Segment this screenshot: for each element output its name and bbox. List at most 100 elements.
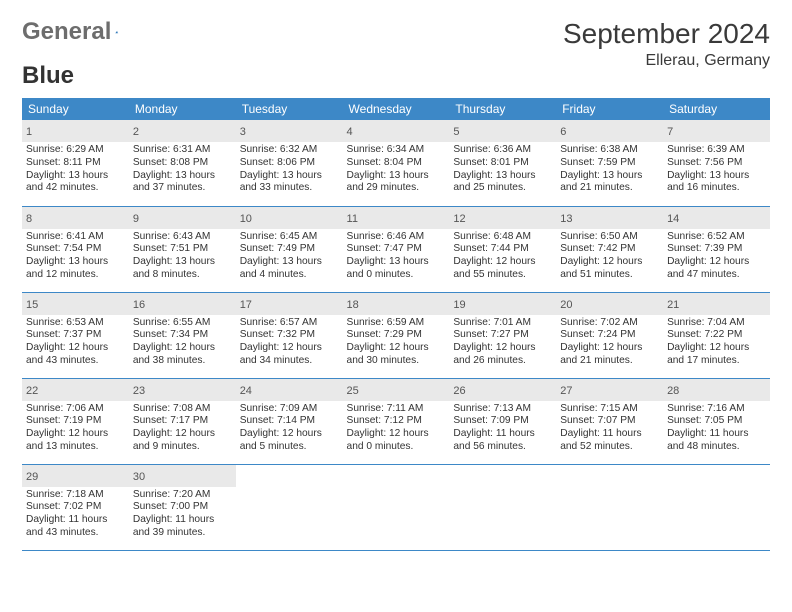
- calendar-day-cell: [449, 464, 556, 550]
- day-number: 26: [453, 385, 465, 397]
- day-number: 16: [133, 299, 145, 311]
- weekday-header-row: Sunday Monday Tuesday Wednesday Thursday…: [22, 98, 770, 120]
- calendar-day-cell: [663, 464, 770, 550]
- calendar-day-cell: 23Sunrise: 7:08 AMSunset: 7:17 PMDayligh…: [129, 378, 236, 464]
- day-number: 10: [240, 213, 252, 225]
- sunrise-line: Sunrise: 7:02 AM: [560, 317, 659, 330]
- calendar-week-row: 22Sunrise: 7:06 AMSunset: 7:19 PMDayligh…: [22, 378, 770, 464]
- calendar-day-cell: 5Sunrise: 6:36 AMSunset: 8:01 PMDaylight…: [449, 120, 556, 206]
- daylight-line-1: Daylight: 11 hours: [26, 514, 125, 527]
- daylight-line-2: and 16 minutes.: [667, 182, 766, 195]
- daylight-line-1: Daylight: 13 hours: [347, 256, 446, 269]
- daylight-line-2: and 42 minutes.: [26, 182, 125, 195]
- daylight-line-1: Daylight: 13 hours: [347, 170, 446, 183]
- calendar-day-cell: 12Sunrise: 6:48 AMSunset: 7:44 PMDayligh…: [449, 206, 556, 292]
- daylight-line-1: Daylight: 11 hours: [133, 514, 232, 527]
- calendar-day-cell: 29Sunrise: 7:18 AMSunset: 7:02 PMDayligh…: [22, 464, 129, 550]
- daylight-line-2: and 0 minutes.: [347, 269, 446, 282]
- daylight-line-2: and 56 minutes.: [453, 441, 552, 454]
- calendar-day-cell: 7Sunrise: 6:39 AMSunset: 7:56 PMDaylight…: [663, 120, 770, 206]
- calendar-day-cell: 10Sunrise: 6:45 AMSunset: 7:49 PMDayligh…: [236, 206, 343, 292]
- weekday-head: Saturday: [663, 98, 770, 120]
- sunset-line: Sunset: 7:07 PM: [560, 415, 659, 428]
- calendar-day-cell: 19Sunrise: 7:01 AMSunset: 7:27 PMDayligh…: [449, 292, 556, 378]
- day-number: 2: [133, 126, 139, 138]
- sunset-line: Sunset: 7:44 PM: [453, 243, 552, 256]
- daylight-line-1: Daylight: 12 hours: [560, 342, 659, 355]
- calendar-day-cell: [236, 464, 343, 550]
- sunset-line: Sunset: 8:06 PM: [240, 157, 339, 170]
- daylight-line-1: Daylight: 13 hours: [453, 170, 552, 183]
- sunset-line: Sunset: 7:27 PM: [453, 329, 552, 342]
- day-number: 4: [347, 126, 353, 138]
- day-number: 28: [667, 385, 679, 397]
- daylight-line-2: and 34 minutes.: [240, 355, 339, 368]
- sunrise-line: Sunrise: 6:57 AM: [240, 317, 339, 330]
- sunrise-line: Sunrise: 6:39 AM: [667, 144, 766, 157]
- sunset-line: Sunset: 7:17 PM: [133, 415, 232, 428]
- calendar-table: Sunday Monday Tuesday Wednesday Thursday…: [22, 98, 770, 551]
- daylight-line-2: and 51 minutes.: [560, 269, 659, 282]
- sunset-line: Sunset: 8:08 PM: [133, 157, 232, 170]
- sunrise-line: Sunrise: 6:52 AM: [667, 231, 766, 244]
- daylight-line-2: and 17 minutes.: [667, 355, 766, 368]
- daylight-line-1: Daylight: 12 hours: [133, 428, 232, 441]
- sunrise-line: Sunrise: 6:36 AM: [453, 144, 552, 157]
- sunrise-line: Sunrise: 6:48 AM: [453, 231, 552, 244]
- sunrise-line: Sunrise: 7:11 AM: [347, 403, 446, 416]
- sunset-line: Sunset: 7:29 PM: [347, 329, 446, 342]
- calendar-day-cell: 3Sunrise: 6:32 AMSunset: 8:06 PMDaylight…: [236, 120, 343, 206]
- calendar-day-cell: 9Sunrise: 6:43 AMSunset: 7:51 PMDaylight…: [129, 206, 236, 292]
- day-number: 20: [560, 299, 572, 311]
- sunset-line: Sunset: 8:01 PM: [453, 157, 552, 170]
- daylight-line-2: and 52 minutes.: [560, 441, 659, 454]
- sunset-line: Sunset: 7:54 PM: [26, 243, 125, 256]
- daylight-line-2: and 55 minutes.: [453, 269, 552, 282]
- daylight-line-1: Daylight: 12 hours: [133, 342, 232, 355]
- calendar-day-cell: 17Sunrise: 6:57 AMSunset: 7:32 PMDayligh…: [236, 292, 343, 378]
- day-number: 15: [26, 299, 38, 311]
- sunset-line: Sunset: 7:56 PM: [667, 157, 766, 170]
- day-number: 6: [560, 126, 566, 138]
- daylight-line-2: and 26 minutes.: [453, 355, 552, 368]
- sunrise-line: Sunrise: 6:31 AM: [133, 144, 232, 157]
- calendar-day-cell: 2Sunrise: 6:31 AMSunset: 8:08 PMDaylight…: [129, 120, 236, 206]
- calendar-day-cell: 26Sunrise: 7:13 AMSunset: 7:09 PMDayligh…: [449, 378, 556, 464]
- day-number: 27: [560, 385, 572, 397]
- brand-part1: General: [22, 18, 111, 46]
- sunset-line: Sunset: 7:39 PM: [667, 243, 766, 256]
- sunset-line: Sunset: 7:47 PM: [347, 243, 446, 256]
- sunset-line: Sunset: 7:59 PM: [560, 157, 659, 170]
- daylight-line-1: Daylight: 13 hours: [26, 170, 125, 183]
- sunset-line: Sunset: 7:49 PM: [240, 243, 339, 256]
- daylight-line-2: and 43 minutes.: [26, 527, 125, 540]
- calendar-day-cell: 27Sunrise: 7:15 AMSunset: 7:07 PMDayligh…: [556, 378, 663, 464]
- sunset-line: Sunset: 7:24 PM: [560, 329, 659, 342]
- daylight-line-2: and 9 minutes.: [133, 441, 232, 454]
- sunset-line: Sunset: 7:51 PM: [133, 243, 232, 256]
- calendar-day-cell: 18Sunrise: 6:59 AMSunset: 7:29 PMDayligh…: [343, 292, 450, 378]
- calendar-week-row: 15Sunrise: 6:53 AMSunset: 7:37 PMDayligh…: [22, 292, 770, 378]
- day-number: 25: [347, 385, 359, 397]
- daylight-line-1: Daylight: 12 hours: [347, 342, 446, 355]
- sunset-line: Sunset: 7:09 PM: [453, 415, 552, 428]
- calendar-week-row: 1Sunrise: 6:29 AMSunset: 8:11 PMDaylight…: [22, 120, 770, 206]
- day-number: 23: [133, 385, 145, 397]
- day-number: 8: [26, 213, 32, 225]
- sail-icon: [115, 22, 118, 42]
- daylight-line-2: and 8 minutes.: [133, 269, 232, 282]
- sunrise-line: Sunrise: 6:50 AM: [560, 231, 659, 244]
- day-number: 3: [240, 126, 246, 138]
- sunrise-line: Sunrise: 6:45 AM: [240, 231, 339, 244]
- day-number: 14: [667, 213, 679, 225]
- day-number: 7: [667, 126, 673, 138]
- daylight-line-2: and 12 minutes.: [26, 269, 125, 282]
- daylight-line-2: and 48 minutes.: [667, 441, 766, 454]
- weekday-head: Friday: [556, 98, 663, 120]
- daylight-line-1: Daylight: 12 hours: [26, 428, 125, 441]
- daylight-line-1: Daylight: 12 hours: [560, 256, 659, 269]
- sunset-line: Sunset: 7:00 PM: [133, 501, 232, 514]
- sunrise-line: Sunrise: 6:34 AM: [347, 144, 446, 157]
- daylight-line-2: and 0 minutes.: [347, 441, 446, 454]
- calendar-day-cell: 11Sunrise: 6:46 AMSunset: 7:47 PMDayligh…: [343, 206, 450, 292]
